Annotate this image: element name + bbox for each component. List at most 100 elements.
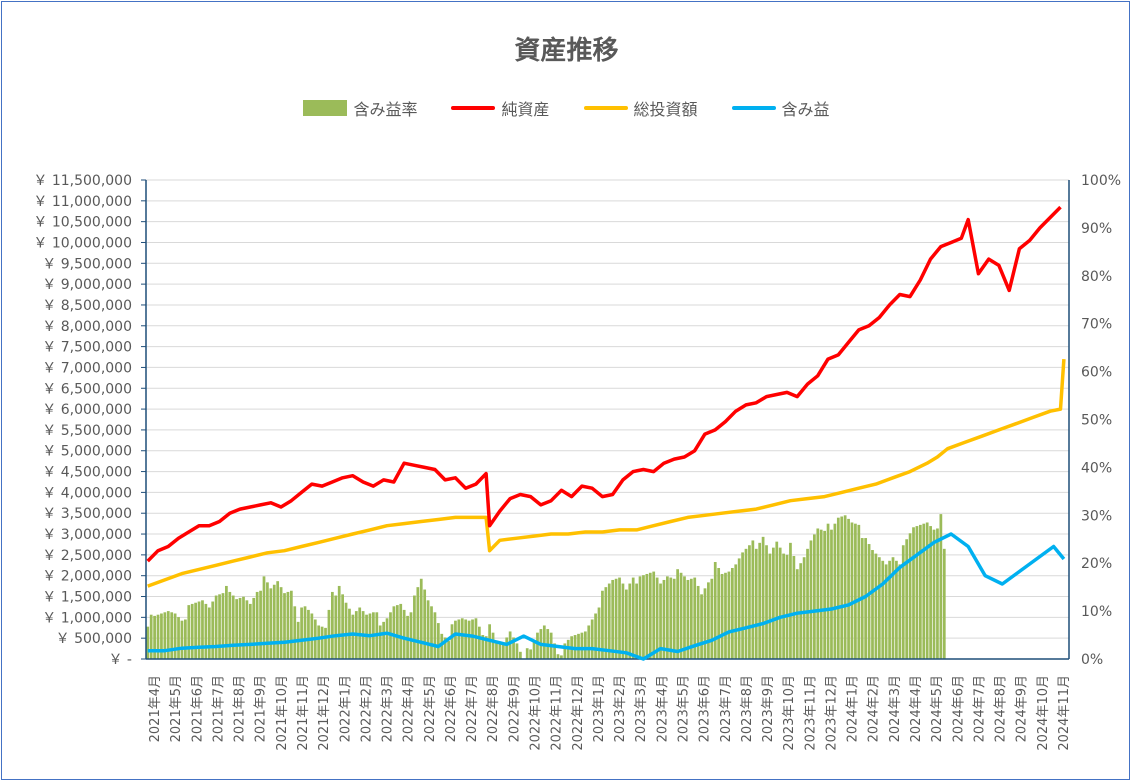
y-left-tick-label: ￥ 4,500,000 bbox=[42, 465, 132, 481]
y-left-tick-label: ￥ 7,000,000 bbox=[42, 360, 132, 376]
x-tick-label: 2022年3月 bbox=[381, 675, 396, 742]
bar-gain-rate bbox=[300, 607, 303, 659]
x-tick-label: 2024年9月 bbox=[1015, 675, 1030, 742]
bar-gain-rate bbox=[204, 603, 208, 659]
legend-item-total-investment: 総投資額 bbox=[583, 96, 698, 120]
bar-gain-rate bbox=[710, 578, 714, 659]
y-left-tick-label: ￥ 9,500,000 bbox=[42, 256, 132, 272]
y-left-tick-label: ￥ 500,000 bbox=[56, 631, 132, 647]
x-tick-label: 2024年4月 bbox=[909, 675, 924, 742]
bar-gain-rate bbox=[734, 564, 738, 659]
x-tick-label: 2022年6月 bbox=[444, 675, 459, 742]
bar-gain-rate bbox=[184, 619, 187, 659]
bar-gain-rate bbox=[768, 553, 772, 659]
bar-gain-rate bbox=[939, 514, 943, 659]
x-tick-label: 2023年8月 bbox=[740, 675, 755, 742]
bar-gain-rate bbox=[707, 582, 710, 659]
x-tick-label: 2023年9月 bbox=[761, 675, 776, 742]
y-left-tick-label: ￥ 1,500,000 bbox=[42, 590, 132, 606]
y-left-tick-label: ￥ 9,000,000 bbox=[42, 277, 132, 293]
bar-gain-rate bbox=[655, 577, 659, 659]
bar-gain-rate bbox=[888, 560, 891, 659]
x-tick-label: 2024年6月 bbox=[951, 675, 966, 742]
y-left-tick-label: ￥ 5,500,000 bbox=[42, 423, 132, 439]
bar-gain-rate bbox=[334, 595, 338, 659]
bar-gain-rate bbox=[720, 573, 724, 659]
bar-gain-rate bbox=[850, 522, 854, 659]
x-tick-label: 2023年6月 bbox=[698, 675, 713, 742]
bar-gain-rate bbox=[341, 594, 344, 659]
bar-gain-rate bbox=[194, 602, 197, 659]
bar-gain-rate bbox=[877, 557, 881, 659]
legend-label-total-investment: 総投資額 bbox=[633, 100, 698, 119]
bar-gain-rate bbox=[925, 522, 929, 659]
bar-gain-rate bbox=[498, 642, 502, 659]
bar-gain-rate bbox=[242, 596, 245, 659]
y-left-tick-label: ￥ 5,000,000 bbox=[42, 444, 132, 460]
bar-gain-rate bbox=[912, 527, 915, 659]
bar-gain-rate bbox=[864, 538, 868, 659]
x-tick-label: 2023年12月 bbox=[825, 675, 840, 751]
bar-gain-rate bbox=[419, 578, 423, 659]
bar-gain-rate bbox=[512, 637, 515, 659]
bar-gain-rate bbox=[819, 529, 823, 659]
bar-gain-rate bbox=[409, 612, 413, 659]
bar-gain-rate bbox=[662, 579, 666, 659]
bar-gain-rate bbox=[580, 632, 584, 659]
bar-gain-rate bbox=[717, 567, 721, 659]
y-right-tick-label: 100% bbox=[1081, 173, 1121, 189]
bar-gain-rate bbox=[450, 624, 454, 659]
bar-gain-rate bbox=[922, 523, 926, 659]
bar-gain-rate bbox=[782, 553, 785, 659]
bar-gain-rate bbox=[146, 626, 150, 659]
bar-gain-rate bbox=[399, 603, 403, 659]
x-tick-label: 2022年7月 bbox=[465, 675, 480, 742]
bar-gain-rate bbox=[272, 584, 276, 659]
bar-gain-rate bbox=[577, 633, 580, 659]
bar-gain-rate bbox=[457, 619, 461, 659]
bar-gain-rate bbox=[235, 599, 239, 659]
x-tick-label: 2024年11月 bbox=[1057, 675, 1072, 751]
bar-gain-rate bbox=[149, 614, 153, 659]
bar-gain-rate bbox=[447, 641, 450, 659]
bar-gain-rate bbox=[891, 557, 895, 659]
bar-gain-rate bbox=[177, 617, 180, 659]
legend-swatch-gain-rate bbox=[303, 100, 348, 116]
bar-gain-rate bbox=[279, 587, 283, 659]
bar-gain-rate bbox=[700, 594, 703, 659]
bar-gain-rate bbox=[327, 609, 331, 659]
bar-gain-rate bbox=[638, 576, 642, 659]
bar-gain-rate bbox=[563, 643, 567, 659]
bar-gain-rate bbox=[843, 515, 847, 659]
x-tick-label: 2023年11月 bbox=[803, 675, 818, 751]
bar-gain-rate bbox=[252, 597, 256, 659]
bar-gain-rate bbox=[884, 564, 888, 659]
y-left-tick-label: ￥ 8,500,000 bbox=[42, 298, 132, 314]
y-left-tick-label: ￥ - bbox=[108, 652, 132, 668]
x-tick-label: 2023年2月 bbox=[613, 675, 628, 742]
legend-label-unrealized-gain: 含み益 bbox=[781, 100, 830, 119]
bar-gain-rate bbox=[666, 576, 669, 659]
bar-gain-rate bbox=[689, 578, 693, 659]
bar-gain-rate bbox=[754, 548, 758, 659]
legend-label-gain-rate: 含み益率 bbox=[353, 100, 418, 119]
bar-gain-rate bbox=[440, 633, 444, 659]
bar-gain-rate bbox=[228, 591, 232, 659]
bar-gain-rate bbox=[430, 606, 433, 659]
bar-gain-rate bbox=[854, 523, 857, 659]
bar-gain-rate bbox=[180, 620, 184, 659]
bar-gain-rate bbox=[771, 547, 775, 659]
bar-gain-rate bbox=[594, 613, 597, 659]
y-right-tick-label: 0% bbox=[1081, 652, 1103, 668]
bar-gain-rate bbox=[173, 613, 177, 659]
x-tick-label: 2022年9月 bbox=[507, 675, 522, 742]
bar-gain-rate bbox=[553, 643, 556, 659]
bar-gain-rate bbox=[303, 606, 307, 659]
bar-gain-rate bbox=[231, 595, 235, 659]
bar-gain-rate bbox=[942, 548, 946, 659]
y-right-tick-label: 30% bbox=[1081, 508, 1112, 524]
bar-gain-rate bbox=[713, 562, 717, 659]
y-right-tick-label: 50% bbox=[1081, 413, 1112, 429]
x-tick-label: 2022年12月 bbox=[571, 675, 586, 751]
